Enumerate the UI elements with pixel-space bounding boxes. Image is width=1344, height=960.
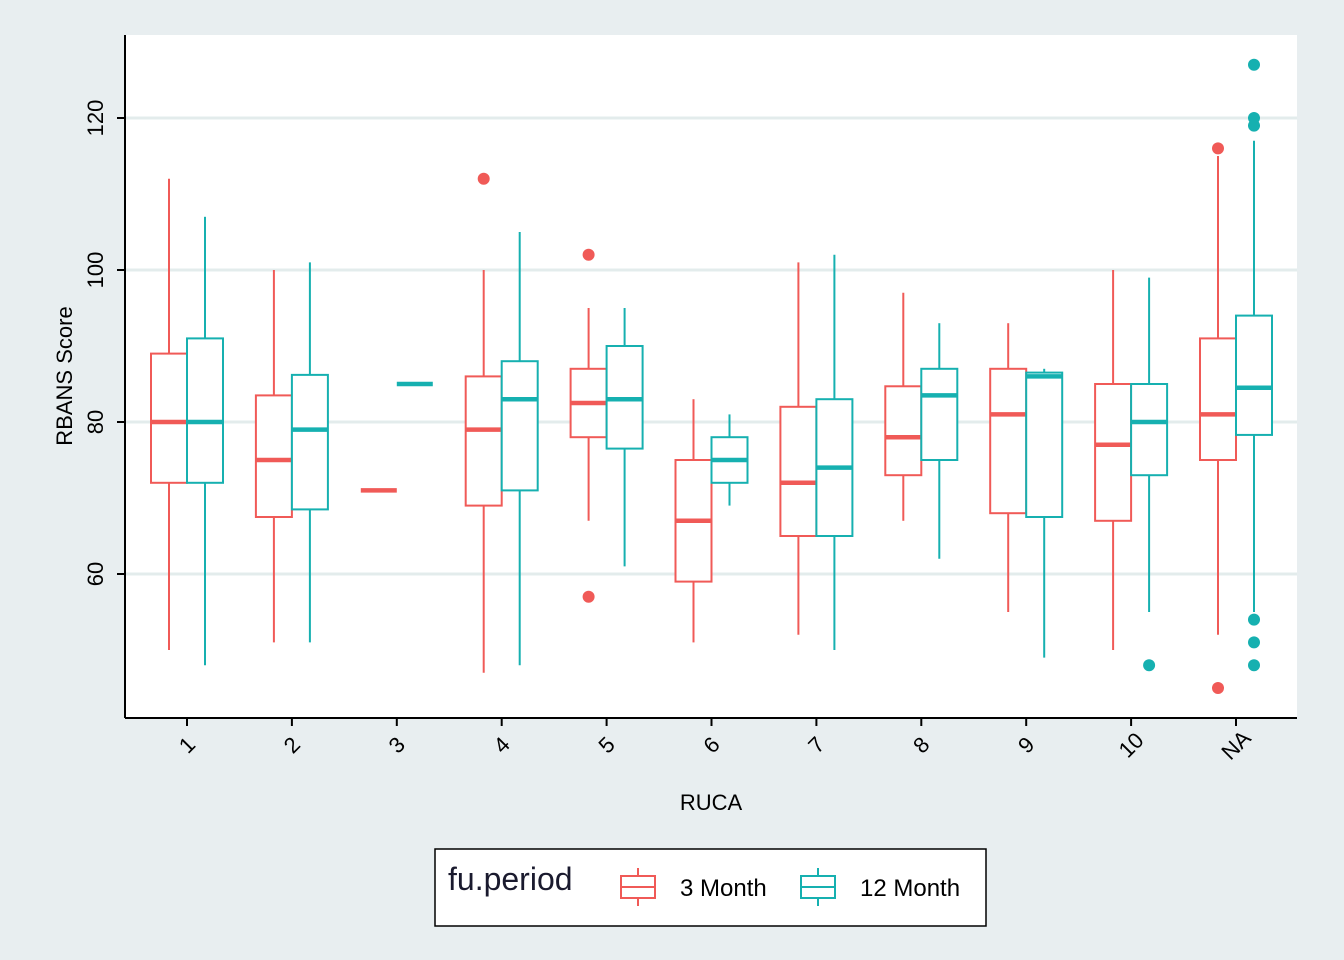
legend-label: 12 Month <box>860 875 960 902</box>
box-1-10 <box>1130 277 1169 672</box>
x-tick-label: 2 <box>279 732 305 758</box>
legend-box <box>434 848 987 927</box>
box-1-2 <box>290 262 329 643</box>
box-body <box>920 367 959 461</box>
outlier-point <box>582 248 595 261</box>
box-1-5 <box>605 308 644 567</box>
legend-key-1: 12 Month <box>800 868 960 906</box>
box-1-9 <box>1025 368 1064 658</box>
box-1-NA <box>1235 58 1273 672</box>
outlier-point <box>1143 659 1156 672</box>
box-1-4 <box>500 232 539 666</box>
outlier-point <box>1248 119 1260 132</box>
box-body <box>884 385 923 477</box>
box-0-4 <box>464 172 503 673</box>
box-body <box>290 373 329 511</box>
box-1-6 <box>710 414 749 506</box>
legend: fu.period 3 Month 12 Month <box>434 848 987 927</box>
box-1-7 <box>815 254 854 650</box>
legend-key-0: 3 Month <box>620 868 767 906</box>
box-body <box>1235 314 1273 436</box>
x-tick-label: 7 <box>803 732 829 758</box>
box-body <box>464 375 503 507</box>
outlier-point <box>582 590 595 603</box>
box-body <box>1094 383 1133 522</box>
x-tick-label: 4 <box>489 732 515 758</box>
box-0-10 <box>1094 270 1133 650</box>
box-0-9 <box>989 323 1028 612</box>
y-tick-label: 60 <box>83 562 108 586</box>
outlier-point <box>1248 58 1260 71</box>
boxes <box>150 58 1273 694</box>
box-1-1 <box>186 216 224 666</box>
legend-title: fu.period <box>448 861 573 897</box>
box-body <box>989 367 1028 515</box>
box-0-5 <box>569 248 608 603</box>
outlier-point <box>1248 659 1260 672</box>
x-tick-label: 6 <box>698 732 724 758</box>
y-axis-title: RBANS Score <box>52 306 77 445</box>
box-body <box>779 405 818 537</box>
x-tick-label: 1 <box>174 732 200 758</box>
box-0-8 <box>884 292 923 521</box>
box-0-2 <box>254 270 293 643</box>
box-body <box>150 352 188 484</box>
legend-keys: 3 Month 12 Month <box>620 868 960 906</box>
outlier-point <box>1248 613 1260 626</box>
box-0-7 <box>779 262 818 635</box>
box-body <box>186 337 224 484</box>
x-tick-label: 8 <box>908 732 934 758</box>
box-0-NA <box>1199 142 1237 694</box>
outlier-point <box>1212 142 1224 155</box>
outlier-point <box>477 172 490 185</box>
outlier-point <box>1212 682 1224 694</box>
box-0-6 <box>674 399 713 643</box>
y-tick-label: 100 <box>83 252 108 289</box>
x-tick-label: 10 <box>1114 728 1149 763</box>
x-tick-label: 3 <box>384 732 410 758</box>
x-tick-label: 5 <box>593 732 619 758</box>
x-axis-title: RUCA <box>680 790 743 815</box>
legend-label: 3 Month <box>680 875 767 902</box>
box-body <box>1025 371 1064 518</box>
box-body <box>1130 383 1169 477</box>
x-tick-label: NA <box>1216 725 1256 765</box>
y-tick-label: 120 <box>83 100 108 137</box>
box-1-8 <box>920 323 959 559</box>
box-body <box>500 360 539 492</box>
y-tick-label: 80 <box>83 410 108 434</box>
x-tick-label: 9 <box>1013 732 1039 758</box>
box-body <box>1199 337 1237 461</box>
outlier-point <box>1248 636 1260 649</box>
box-body <box>254 394 293 518</box>
